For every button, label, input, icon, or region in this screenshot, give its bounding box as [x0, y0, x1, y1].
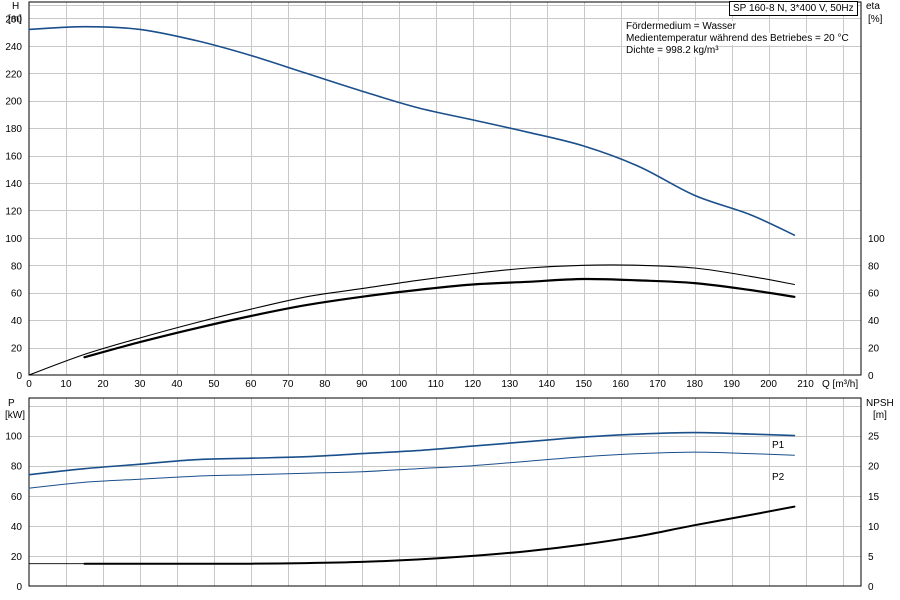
info-medium: Fördermedium = Wasser: [626, 21, 736, 33]
x-tick-label: 150: [575, 379, 592, 390]
npsh-tick-label: 25: [868, 432, 880, 443]
y-left-tick-label: 140: [5, 179, 22, 190]
npsh-tick-label: 0: [868, 582, 874, 593]
p-tick-label: 80: [11, 462, 23, 473]
curve-eta_thin: [28, 264, 795, 376]
y-left-tick-label: 220: [5, 69, 22, 80]
p-tick-label: 100: [5, 432, 22, 443]
info-temperature: Medientemperatur während des Betriebes =…: [626, 33, 849, 45]
x-tick-label: 160: [612, 379, 629, 390]
x-tick-label: 180: [686, 379, 703, 390]
x-tick-label: 30: [134, 379, 146, 390]
y-right-tick-label: 0: [868, 371, 874, 382]
npsh-tick-label: 15: [868, 492, 880, 503]
x-tick-label: 20: [97, 379, 109, 390]
top-grid: [29, 2, 861, 375]
y-left-label-top: H: [12, 1, 19, 12]
top-plot-frame: [28, 1, 862, 376]
y-left-tick-label: 0: [16, 371, 22, 382]
curve-H: [28, 25, 796, 236]
x-tick-label: 0: [26, 379, 32, 390]
x-tick-label: 190: [723, 379, 740, 390]
x-tick-label: 80: [319, 379, 331, 390]
x-tick-label: 10: [60, 379, 72, 390]
x-tick-label: 210: [797, 379, 814, 390]
x-tick-label: 130: [501, 379, 518, 390]
x-tick-label: 100: [390, 379, 407, 390]
curve-NPSH: [83, 505, 796, 565]
bottom-grid: [29, 398, 861, 586]
y-left-tick-label: 240: [5, 42, 22, 53]
y-left-tick-label: 40: [11, 316, 23, 327]
y-left-tick-label: 160: [5, 152, 22, 163]
info-density: Dichte = 998.2 kg/m³: [626, 45, 719, 57]
y-left-tick-label: 80: [11, 261, 23, 272]
x-tick-label: 90: [356, 379, 368, 390]
y-left-tick-label: 100: [5, 234, 22, 245]
y-left-unit-bottom: [kW]: [5, 410, 25, 421]
y-right-unit-top: [%]: [868, 14, 883, 25]
y-left-tick-label: 180: [5, 124, 22, 135]
curve-P2: [28, 451, 795, 489]
y-right-unit-bottom: [m]: [873, 410, 887, 421]
x-tick-label: 200: [760, 379, 777, 390]
x-tick-label: 120: [464, 379, 481, 390]
x-tick-label: 70: [282, 379, 294, 390]
y-right-label-top: eta: [866, 1, 880, 12]
y-right-tick-label: 60: [868, 289, 880, 300]
tick-labels: 0 10 20 30 40 50 60 70 80 90 100 110 120 130 140 150 160…: [5, 14, 885, 593]
y-left-tick-label: 20: [11, 344, 23, 355]
p-tick-label: 0: [16, 582, 22, 593]
chart-title: SP 160-8 N, 3*400 V, 50Hz: [729, 1, 858, 16]
y-left-tick-label: 260: [5, 14, 22, 25]
x-tick-label: 40: [171, 379, 183, 390]
npsh-tick-label: 5: [868, 552, 874, 563]
legend-p2: P2: [772, 472, 785, 483]
x-tick-label: 140: [538, 379, 555, 390]
y-right-tick-label: 20: [868, 344, 880, 355]
npsh-tick-label: 10: [868, 522, 880, 533]
x-tick-label: 110: [428, 379, 444, 390]
y-right-tick-label: 40: [868, 316, 880, 327]
curve-P1: [28, 431, 796, 476]
y-right-tick-label: 100: [868, 234, 885, 245]
y-left-tick-label: 120: [5, 206, 22, 217]
curves: [28, 25, 796, 565]
legend-p1: P1: [772, 440, 785, 451]
x-tick-label: 50: [208, 379, 220, 390]
p-tick-label: 60: [11, 492, 23, 503]
y-left-unit-top: [m]: [8, 14, 22, 25]
p-tick-label: 40: [11, 522, 23, 533]
x-tick-label: 60: [245, 379, 257, 390]
y-left-tick-label: 60: [11, 289, 23, 300]
curve-eta_thick: [83, 277, 796, 359]
bottom-plot-frame: [28, 397, 862, 587]
y-right-label-bottom: NPSH: [866, 398, 894, 409]
y-right-tick-label: 80: [868, 261, 880, 272]
y-left-label-bottom: P: [8, 398, 15, 409]
x-axis-label: Q [m³/h]: [822, 379, 858, 390]
x-tick-label: 170: [649, 379, 666, 390]
y-left-tick-label: 200: [5, 97, 22, 108]
npsh-tick-label: 20: [868, 462, 880, 473]
p-tick-label: 20: [11, 552, 23, 563]
